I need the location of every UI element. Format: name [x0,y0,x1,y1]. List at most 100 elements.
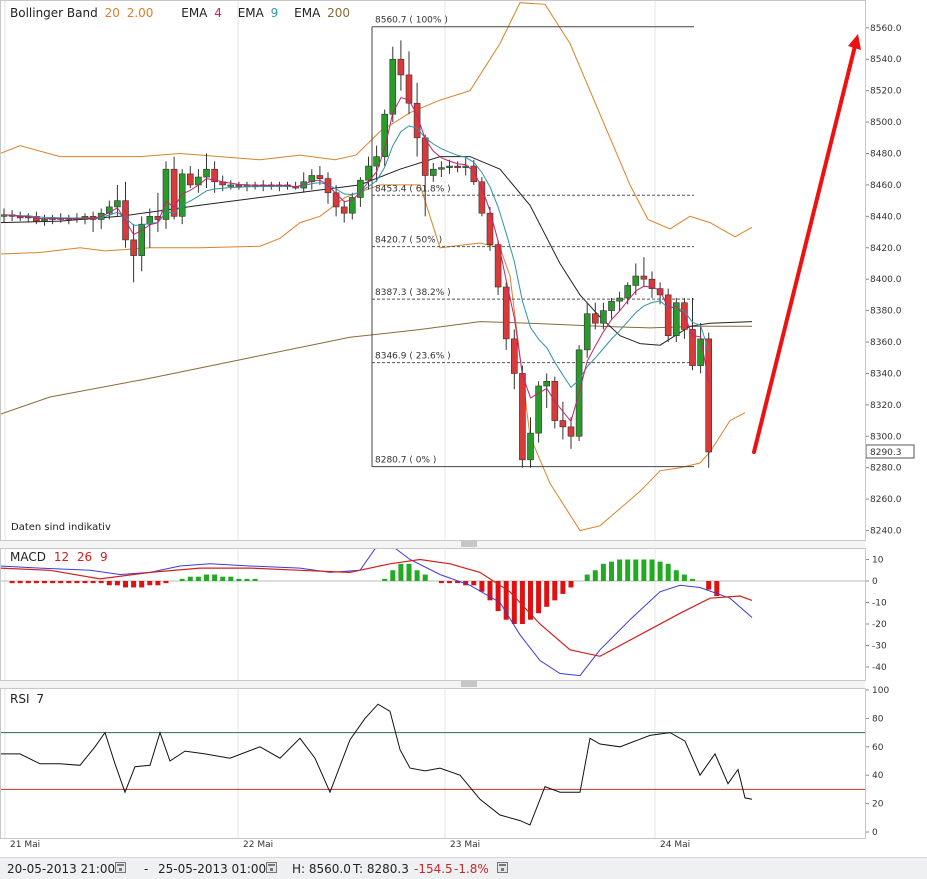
panel-splitter-1 [0,681,865,688]
price-axis-label: 8340.0 [870,369,902,379]
candle-body [106,206,113,214]
macd-legend-p1: 12 [53,550,70,564]
candle-body [583,313,591,351]
macd-histogram-bar [212,574,218,581]
macd-histogram-bar [139,581,145,588]
panel-frames [0,0,866,839]
price-axis-label: 8400.0 [870,275,902,285]
candle-body [510,338,518,374]
macd-histogram-bar [195,576,201,581]
x-axis-label: 21 Mai [10,840,40,850]
x-axis-label: 22 Mai [243,840,273,850]
candle-body [527,432,534,461]
candle-body [381,113,389,157]
candle-body [454,165,461,168]
grid [4,0,656,838]
candle-body [211,168,218,183]
panel-frame-2 [0,688,866,839]
forecast-arrow-head [848,34,861,50]
macd-histogram-bar [82,581,88,584]
candle-body [502,286,510,340]
rsi-axis-label: 60 [872,743,884,753]
candle-body [41,219,48,222]
macd-histogram-bar [382,578,388,581]
macd-histogram-bar [98,581,104,584]
footer-low: T: 8280.3 [353,862,409,876]
footer-from-date[interactable]: 20-05-2013 21:00 [7,862,116,876]
calendar-icon-to[interactable] [266,862,277,873]
macd-histogram-bar [74,581,80,584]
candle-body [438,167,445,170]
candle-body [130,239,137,256]
candle-body [413,102,421,139]
candle-body [470,165,478,183]
macd-histogram-bar [25,581,31,584]
footer-change-pct: -1.8% [454,862,489,876]
macd-histogram-bar [236,578,242,581]
macd-histogram-bar [179,578,185,581]
macd-histogram-bar [503,581,509,620]
legend-bb-p1: 20 [104,6,120,20]
footer-to-date[interactable]: 25-05-2013 01:00 [158,862,267,876]
candle-body [632,275,640,286]
macd-histogram-bar [58,581,64,584]
panel-splitter-0 [0,541,865,548]
price-axis-label: 8500.0 [870,118,902,128]
indicator-lines-back [0,2,753,532]
macd-axis-label: -10 [872,599,887,609]
macd-histogram-bar [422,574,428,581]
macd-histogram-bar [228,576,234,581]
macd-histogram-bar [511,581,517,624]
macd-histogram-bar [706,581,712,590]
x-axis-label: 23 Mai [450,840,480,850]
rsi-legend-label: RSI [10,692,30,706]
candle-body [429,168,437,176]
macd-histogram-bar [114,581,120,586]
macd-axis-label: -20 [872,620,887,630]
candle-body [332,192,340,208]
forecast-arrow [752,34,861,454]
fib-level-label: 8346.9 ( 23.6% ) [375,352,451,362]
candle-body [421,137,429,176]
macd-histogram-bar [657,561,663,581]
price-axis-label: 8520.0 [870,87,902,97]
macd-histogram-bar [665,563,671,581]
rsi-axis-label: 80 [872,714,884,724]
macd-histogram-bar [495,581,501,612]
macd-signal-line [0,558,753,657]
footer-dash: - [144,862,149,876]
calendar-icon-from[interactable] [115,862,126,873]
candle-body [494,244,502,288]
macd-histogram-bar [42,581,47,584]
macd-histogram-bar [681,574,687,581]
candle-body [446,165,453,168]
candle-body [543,380,551,387]
price-axis-label: 8420.0 [870,244,902,254]
candle-body [365,165,372,181]
macd-histogram-bar [455,581,461,584]
rsi-legend: RSI 7 [10,692,44,706]
candle-body [203,168,210,178]
candle-body [397,58,405,76]
candle-body [648,278,656,289]
fib-level-label: 8560.7 ( 100% ) [375,16,448,26]
price-axis-label: 8300.0 [870,432,902,442]
macd-histogram-bar [592,570,598,581]
price-axis-label: 8240.0 [870,527,902,537]
candle-body [519,373,526,461]
candle-body [705,338,713,453]
macd-histogram-bar [220,576,226,581]
calendar-icon-export[interactable] [497,862,508,873]
bollinger-lower-line [0,184,746,532]
candle-body [389,58,397,115]
macd-histogram-bar [163,581,169,584]
rsi-line [0,703,753,826]
candle-body [624,285,632,299]
macd-histogram-bar [479,581,485,592]
macd-axis-label: 0 [872,577,878,587]
price-axis-label: 8380.0 [870,307,902,317]
macd-legend: MACD 12 26 9 [10,550,108,564]
macd-line [0,546,753,677]
fibonacci-levels: 8560.7 ( 100% ) 8453.4 ( 61.8% ) 8420.7 ( … [371,16,694,468]
